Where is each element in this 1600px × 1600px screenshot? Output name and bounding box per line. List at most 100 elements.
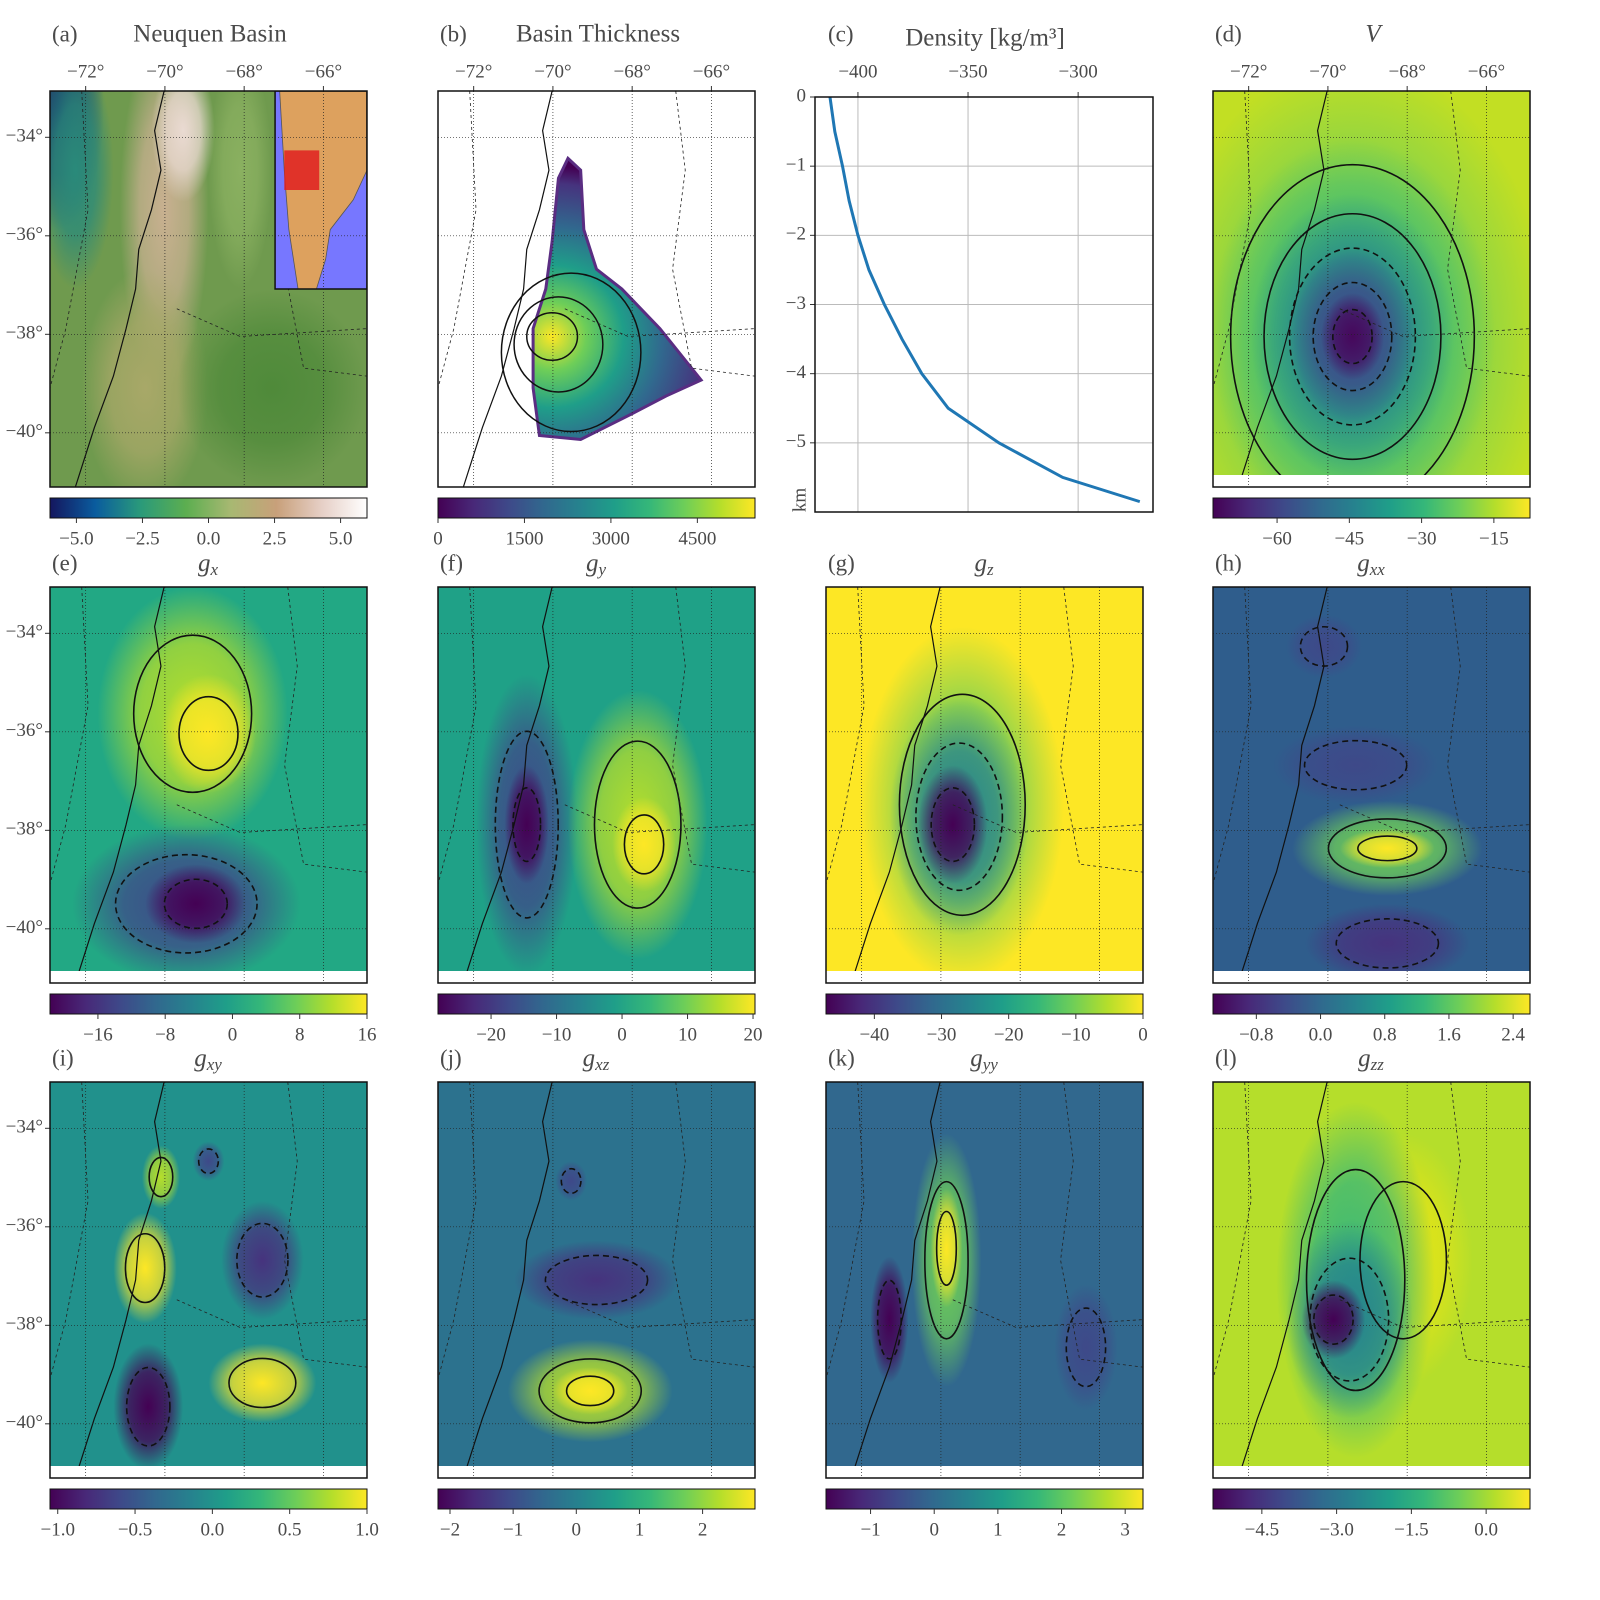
map-field (1213, 1082, 1530, 1478)
contour (915, 742, 1004, 892)
field-blob (1054, 1283, 1118, 1411)
border (74, 1082, 165, 1478)
y-tick-label: −38° (6, 1314, 43, 1335)
colorbar (49, 993, 368, 1015)
map-panel: −4.5 −3.0 −1.5 0.0 (1212, 1081, 1531, 1540)
colorbar-tick-label: 0.0 (197, 528, 221, 549)
province-border (284, 1082, 367, 1368)
x-tick-label: −68° (225, 61, 262, 82)
y-tick-label: −4 (786, 362, 807, 383)
map-frame (437, 90, 756, 488)
contour (148, 1156, 174, 1198)
map-frame (49, 586, 368, 984)
title-main: g (583, 1045, 596, 1072)
border (462, 587, 553, 983)
colorbar (437, 1488, 756, 1510)
y-tick-label: −38° (6, 323, 43, 344)
colorbar-tick-label: −1.0 (40, 1519, 74, 1540)
map-field (438, 91, 755, 487)
colorbar-tick-label: 3000 (592, 528, 630, 549)
panel-label: (g) (828, 550, 855, 575)
x-tick-label: −72° (455, 61, 492, 82)
field-blob (50, 91, 114, 289)
colorbar (437, 993, 756, 1015)
map-frame (49, 1081, 368, 1479)
colorbar (825, 1488, 1144, 1510)
map-panel: −72° −70° −68° −66° −34° −36° −38° −40° −5.0 −2.5… (6, 61, 368, 549)
map-panel: −72° −70° −68° −66° −60 −45 −30 −15 (1212, 61, 1531, 549)
contour (1263, 212, 1442, 461)
title-sub: xz (594, 1055, 610, 1074)
province-border (1060, 587, 1143, 873)
field-blob (930, 1188, 963, 1308)
map-frame (825, 586, 1144, 984)
contour (876, 1279, 902, 1360)
colorbar-tick-label: 0 (929, 1519, 939, 1540)
panel-label: (f) (440, 550, 463, 575)
y-tick-label: −34° (6, 126, 43, 147)
field-gap (1213, 475, 1530, 487)
colorbar-tick-label: −2.5 (125, 528, 159, 549)
y-tick-label: −40° (6, 917, 43, 938)
colorbar-tick-label: 16 (358, 1024, 377, 1045)
border (462, 91, 553, 487)
y-tick-label: −36° (6, 224, 43, 245)
colorbar-tick-label: 1.0 (355, 1519, 379, 1540)
contour (1313, 1294, 1354, 1345)
contour (544, 1254, 649, 1306)
contour (1327, 818, 1448, 879)
province-border (1060, 1082, 1143, 1368)
map-frame (437, 1081, 756, 1479)
field-gap (1213, 1466, 1530, 1478)
map-frame (49, 90, 368, 488)
field-gap (438, 1466, 755, 1478)
y-tick-label: −3 (786, 293, 806, 314)
province-border (438, 1082, 477, 1380)
contour (125, 1366, 171, 1447)
colorbar (49, 497, 368, 519)
contour (1357, 835, 1418, 862)
panel-label: (h) (1215, 550, 1242, 575)
colorbar-tick-label: 1 (993, 1519, 1003, 1540)
x-tick-label: −70° (1309, 61, 1346, 82)
map-panel: −1 0 1 2 3 (825, 1081, 1144, 1540)
panel-label: (d) (1215, 21, 1242, 46)
density-curve (828, 96, 1141, 504)
y-tick-label: −34° (6, 1117, 43, 1138)
title-main: g (198, 550, 211, 577)
province-border (1213, 587, 1252, 885)
contour (132, 634, 253, 794)
contour (1312, 281, 1393, 392)
colorbar (1212, 993, 1531, 1015)
contour (236, 1222, 289, 1298)
province-border (438, 91, 477, 389)
y-tick-label: −1 (786, 155, 806, 176)
y-tick-label: −36° (6, 1215, 43, 1236)
map-panel: −0.8 0.0 0.8 1.6 2.4 (1212, 586, 1531, 1045)
field-background (826, 1082, 1143, 1478)
y-tick-label: 0 (797, 85, 807, 106)
border (462, 1082, 553, 1478)
colorbar-tick-label: −30 (1407, 528, 1437, 549)
field-blob (1285, 614, 1362, 679)
contour (623, 814, 665, 875)
province-border (1447, 1082, 1530, 1368)
field-blob (192, 1141, 225, 1181)
colorbar-tick-label: 1 (635, 1519, 645, 1540)
panel-label: (j) (440, 1045, 462, 1070)
colorbar-tick-label: −45 (1334, 528, 1364, 549)
colorbar-tick-label: −2 (440, 1519, 460, 1540)
province-border (1213, 1082, 1252, 1380)
colorbar-tick-label: −0.8 (1239, 1024, 1273, 1045)
contour (228, 1357, 297, 1409)
colorbar-tick-label: 2.4 (1501, 1024, 1525, 1045)
colorbar-tick-label: −4.5 (1245, 1519, 1279, 1540)
map-field (826, 1082, 1143, 1478)
x-tick-label: −68° (1388, 61, 1425, 82)
contour (500, 272, 642, 433)
field-blob (113, 1343, 184, 1471)
colorbar-tick-label: −1 (503, 1519, 523, 1540)
contour (163, 878, 229, 930)
contour (494, 730, 560, 919)
field-blob (221, 1200, 304, 1320)
